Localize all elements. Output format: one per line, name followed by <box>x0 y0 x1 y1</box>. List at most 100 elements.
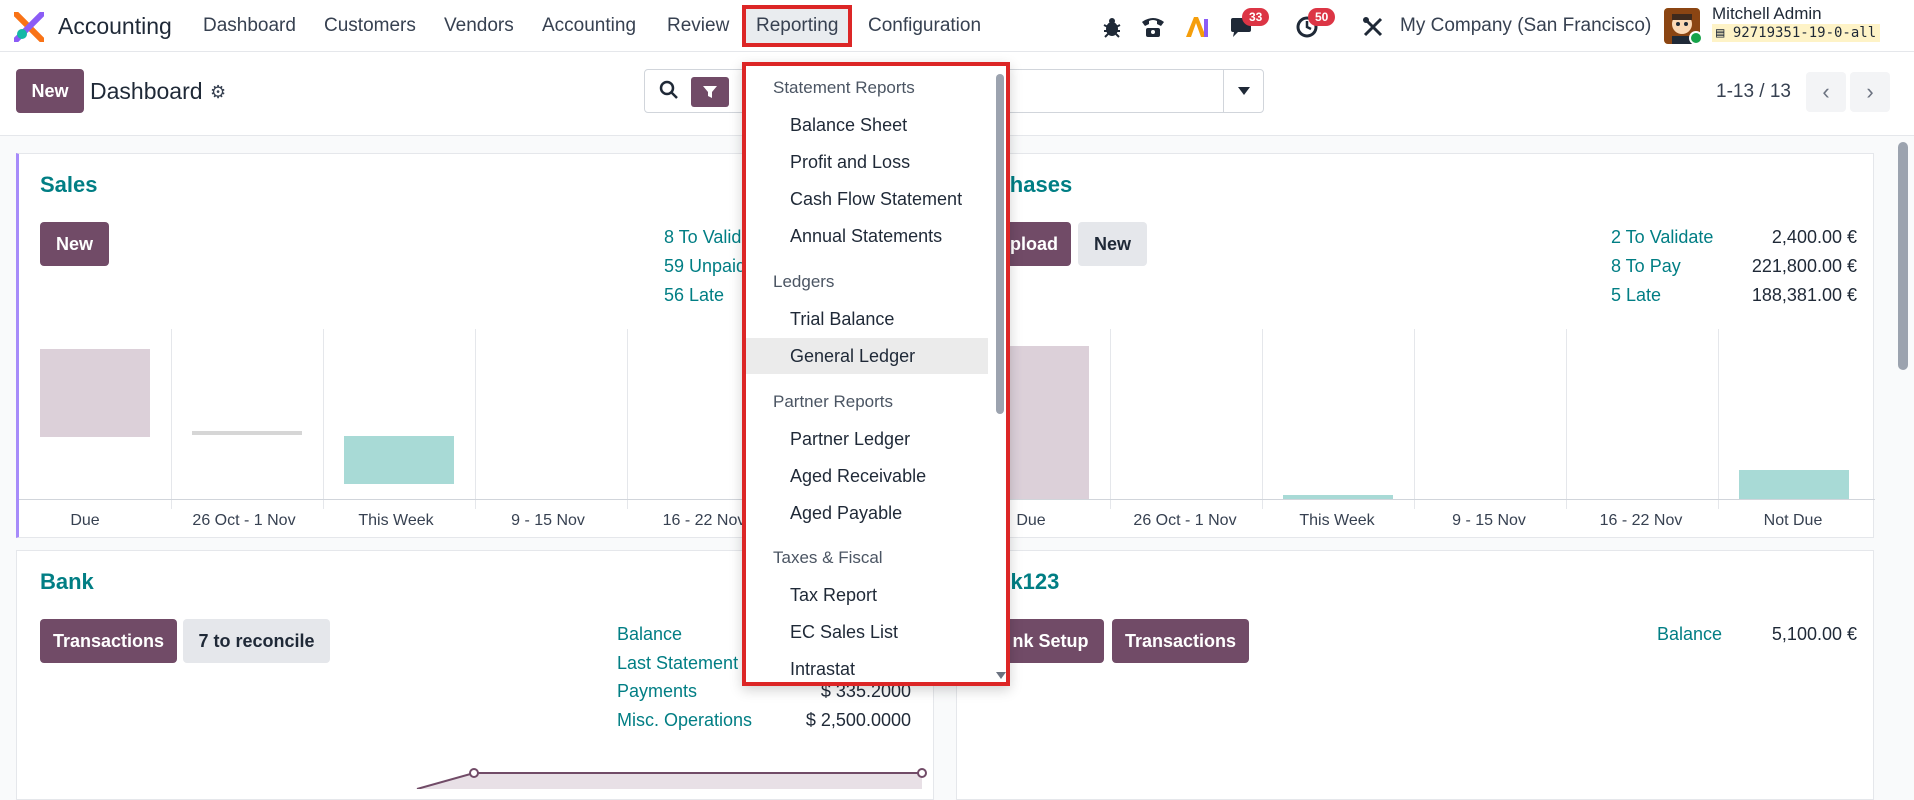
menu-item-trial-balance[interactable]: Trial Balance <box>790 308 895 329</box>
bank-payments-label[interactable]: Payments <box>617 681 698 701</box>
bank-last-statement-label[interactable]: Last Statement <box>617 653 739 673</box>
accounting-app-icon[interactable] <box>14 12 44 42</box>
purchases-bar-not-due[interactable] <box>1739 470 1849 499</box>
menu-item-tax-report[interactable]: Tax Report <box>790 584 878 605</box>
sales-late[interactable]: 56 Late <box>664 285 725 305</box>
new-button[interactable]: New <box>16 69 84 113</box>
section-header-statement-reports: Statement Reports <box>773 78 915 97</box>
menu-review[interactable]: Review <box>667 15 730 36</box>
sales-x-label: Due <box>70 512 100 529</box>
chart-gridline <box>1414 329 1415 509</box>
filter-icon[interactable] <box>691 77 729 107</box>
purchases-bar-this-week[interactable] <box>1283 495 1393 499</box>
top-navbar: Accounting Dashboard Customers Vendors A… <box>0 0 1914 52</box>
bank-title[interactable]: Bank <box>40 569 94 594</box>
ai-icon[interactable] <box>1182 12 1212 42</box>
reporting-dropdown-menu: Statement Reports Balance Sheet Profit a… <box>742 62 1010 686</box>
menu-item-aged-payable[interactable]: Aged Payable <box>790 502 903 523</box>
chat-icon[interactable]: 33 <box>1226 8 1270 42</box>
sales-new-button[interactable]: New <box>40 222 109 266</box>
user-avatar[interactable] <box>1664 8 1700 44</box>
sales-to-validate[interactable]: 8 To Valid <box>664 227 742 247</box>
bank-transactions-button[interactable]: Transactions <box>40 619 177 663</box>
section-header-taxes-fiscal: Taxes & Fiscal <box>773 548 883 567</box>
menu-accounting[interactable]: Accounting <box>542 15 637 36</box>
menu-vendors[interactable]: Vendors <box>444 15 514 36</box>
sales-x-label: 9 - 15 Nov <box>511 512 585 529</box>
purchases-x-label: Due <box>1016 512 1046 529</box>
chat-badge: 33 <box>1242 8 1270 26</box>
chart-gridline <box>475 329 476 509</box>
bank-reconcile-button[interactable]: 7 to reconcile <box>183 619 330 663</box>
database-name: 92719351-19-0-all <box>1732 25 1877 41</box>
pager-next-button[interactable]: › <box>1850 72 1890 112</box>
menu-item-profit-and-loss[interactable]: Profit and Loss <box>790 151 911 172</box>
menu-item-intrastat[interactable]: Intrastat <box>790 658 856 679</box>
bank123-balance-amount: 5,100.00 € <box>1771 624 1857 644</box>
menu-dashboard[interactable]: Dashboard <box>203 15 296 36</box>
section-header-ledgers: Ledgers <box>773 272 835 291</box>
menu-configuration[interactable]: Configuration <box>868 15 982 36</box>
app-name[interactable]: Accounting <box>58 13 172 39</box>
bank-misc-ops-amount: $ 2,500.0000 <box>805 710 911 730</box>
bank-balance-label[interactable]: Balance <box>617 624 683 644</box>
chart-gridline <box>1566 329 1567 509</box>
purchases-bar-due[interactable] <box>1007 346 1089 499</box>
purchases-x-label: This Week <box>1299 512 1375 529</box>
sales-bar-this-week[interactable] <box>344 436 454 484</box>
tools-icon[interactable] <box>1358 12 1388 42</box>
bank-misc-ops-label[interactable]: Misc. Operations <box>617 710 753 730</box>
user-name[interactable]: Mitchell Admin <box>1712 4 1822 23</box>
menu-item-balance-sheet[interactable]: Balance Sheet <box>790 114 908 135</box>
menu-item-ec-sales-list[interactable]: EC Sales List <box>790 621 899 642</box>
phone-icon[interactable] <box>1138 12 1168 42</box>
menu-reporting[interactable]: Reporting <box>742 5 853 47</box>
chart-baseline <box>1007 499 1875 500</box>
pager-value[interactable]: 1-13 / 13 <box>1716 81 1791 102</box>
menu-item-partner-ledger[interactable]: Partner Ledger <box>790 428 911 449</box>
bank123-transactions-button[interactable]: Transactions <box>1112 619 1249 663</box>
purchases-to-validate-amount: 2,400.00 € <box>1771 227 1857 247</box>
search-options-toggle[interactable] <box>1223 70 1263 112</box>
sales-bar-due[interactable] <box>40 349 150 437</box>
breadcrumb: Dashboard <box>90 78 203 104</box>
pager-previous-button[interactable]: ‹ <box>1806 72 1846 112</box>
page-scrollbar[interactable] <box>1898 142 1908 370</box>
section-header-partner-reports: Partner Reports <box>773 392 893 411</box>
bug-icon[interactable] <box>1097 12 1127 42</box>
activity-clock-icon[interactable]: 50 <box>1292 8 1336 42</box>
menu-item-general-ledger[interactable]: General Ledger <box>746 338 988 374</box>
bank123-setup-button[interactable]: nk Setup <box>997 619 1104 663</box>
bank123-balance-label[interactable]: Balance <box>1657 624 1723 644</box>
scroll-down-arrow-icon[interactable] <box>996 672 1006 680</box>
menu-customers[interactable]: Customers <box>324 15 416 36</box>
purchases-x-label: 9 - 15 Nov <box>1452 512 1526 529</box>
chart-gridline <box>627 329 628 509</box>
dropdown-scrollbar[interactable] <box>996 74 1004 414</box>
gear-icon[interactable]: ⚙ <box>210 82 227 102</box>
sales-title[interactable]: Sales <box>40 172 98 197</box>
purchases-to-pay[interactable]: 8 To Pay <box>1611 256 1681 276</box>
bank-payments-amount: $ 335.2000 <box>820 681 911 701</box>
bank123-card: nk123 nk Setup Transactions Balance 5,10… <box>956 550 1874 800</box>
purchases-x-label: Not Due <box>1763 512 1823 529</box>
menu-item-cash-flow-statement[interactable]: Cash Flow Statement <box>790 188 963 209</box>
search-icon[interactable] <box>659 80 679 100</box>
online-status-dot <box>1689 31 1703 45</box>
chart-gridline <box>1262 329 1263 509</box>
menu-item-annual-statements[interactable]: Annual Statements <box>790 225 943 246</box>
sales-x-label: This Week <box>358 512 434 529</box>
purchases-late[interactable]: 5 Late <box>1611 285 1662 305</box>
sales-bar-oct[interactable] <box>192 431 302 435</box>
company-switcher[interactable]: My Company (San Francisco) <box>1400 15 1652 36</box>
purchases-x-label: 16 - 22 Nov <box>1599 512 1683 529</box>
chart-gridline <box>323 329 324 509</box>
sales-unpaid[interactable]: 59 Unpaid <box>664 256 747 276</box>
chart-baseline <box>19 499 759 500</box>
purchases-card: rchases pload New 2 To Validate 2,400.00… <box>956 153 1875 538</box>
menu-item-aged-receivable[interactable]: Aged Receivable <box>790 465 927 486</box>
purchases-new-button[interactable]: New <box>1078 222 1147 266</box>
chart-gridline <box>171 329 172 509</box>
chart-gridline <box>1110 329 1111 509</box>
purchases-to-validate[interactable]: 2 To Validate <box>1611 227 1714 247</box>
